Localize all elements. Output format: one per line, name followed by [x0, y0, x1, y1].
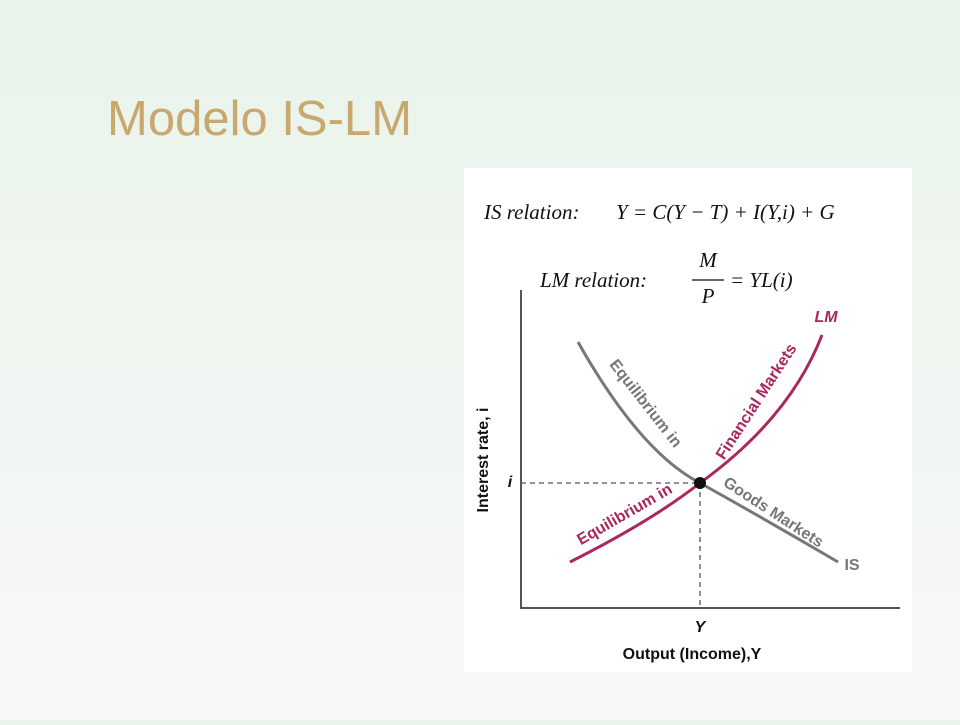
equilibrium-point [694, 477, 706, 489]
figure-panel [464, 168, 912, 672]
lm-curve-label: LM [814, 309, 838, 326]
is-formula: Y = C(Y − T) + I(Y,i) + G [616, 200, 835, 224]
x-marker: Y [695, 619, 707, 636]
is-curve-label: IS [844, 557, 859, 574]
lm-label: LM relation: [539, 268, 647, 292]
lm-numerator: M [698, 248, 718, 272]
y-axis-label: Interest rate, i [475, 408, 492, 513]
lm-rhs: = YL(i) [730, 268, 793, 292]
x-axis-label: Output (Income),Y [623, 646, 762, 663]
y-marker: i [508, 474, 513, 491]
lm-denominator: P [701, 284, 715, 308]
is-label: IS relation: [483, 200, 579, 224]
slide-title: Modelo IS-LM [107, 92, 412, 146]
